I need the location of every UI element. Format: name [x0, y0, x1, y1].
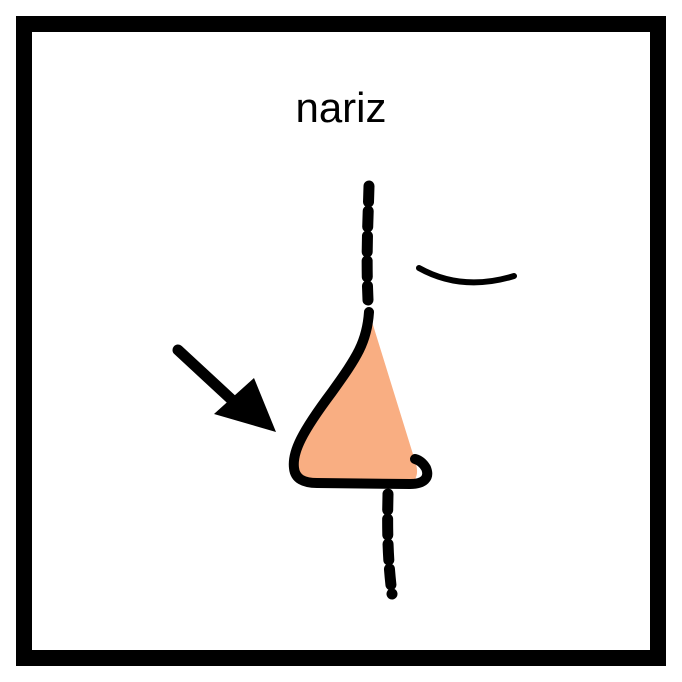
- nose-outline: [288, 307, 433, 489]
- pictogram-card: nariz: [16, 16, 666, 666]
- pointer-arrow-icon: [172, 344, 276, 432]
- nose-profile-pictogram: [172, 180, 517, 600]
- card-label: nariz: [295, 84, 387, 131]
- face-centerline-upper: [361, 180, 375, 306]
- face-centerline-lower: [382, 488, 398, 600]
- nose-fill: [294, 312, 418, 484]
- closed-eye: [416, 265, 517, 286]
